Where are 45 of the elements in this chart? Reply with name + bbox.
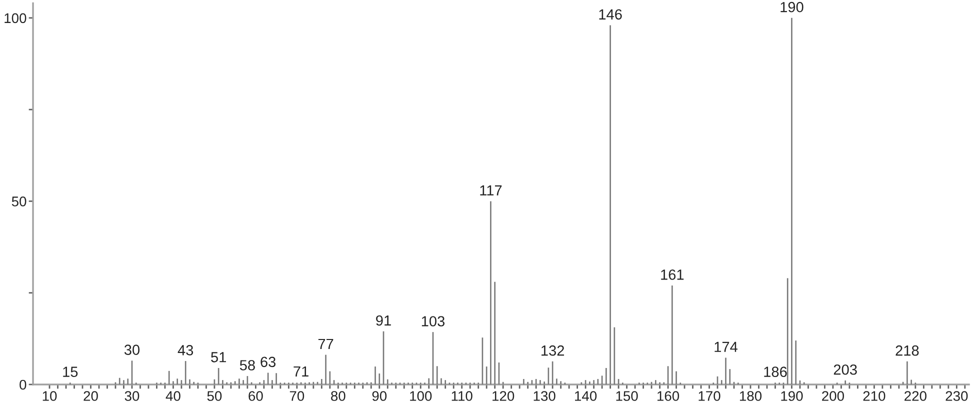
- y-tick-label: 100: [4, 13, 26, 24]
- x-tick-label: 40: [166, 391, 180, 401]
- annotation: 161: [661, 270, 684, 280]
- y-tick-label: 0: [20, 380, 26, 390]
- annotation: 218: [896, 345, 919, 356]
- annotation: 71: [294, 366, 308, 376]
- x-tick-label: 210: [863, 391, 886, 401]
- annotation: 63: [260, 356, 276, 368]
- x-tick-label: 200: [822, 391, 844, 401]
- x-tick-label: 90: [372, 391, 387, 401]
- x-tick-label: 230: [946, 391, 968, 401]
- x-tick-label: 170: [698, 391, 720, 401]
- annotation: 186: [764, 366, 787, 377]
- annotation: 91: [376, 315, 391, 326]
- x-tick-label: 180: [740, 391, 762, 401]
- annotation: 51: [211, 352, 226, 362]
- x-tick-label: 140: [575, 391, 597, 401]
- x-tick-label: 100: [410, 391, 432, 401]
- annotation: 43: [178, 345, 194, 356]
- annotation: 15: [63, 366, 78, 377]
- x-tick-label: 120: [492, 391, 514, 401]
- x-tick-label: 150: [616, 391, 638, 401]
- x-tick-label: 80: [331, 391, 346, 401]
- annotation: 190: [780, 2, 804, 12]
- x-tick-label: 110: [452, 391, 472, 401]
- annotation: 103: [422, 316, 445, 326]
- x-tick-label: 70: [290, 391, 304, 401]
- x-tick-label: 190: [781, 391, 803, 401]
- annotation: 30: [124, 344, 140, 355]
- annotation: 203: [834, 364, 857, 375]
- x-tick-label: 60: [248, 391, 263, 401]
- x-tick-label: 160: [657, 391, 680, 401]
- annotation: 77: [318, 338, 334, 349]
- x-tick-label: 10: [42, 391, 57, 401]
- annotation: 174: [714, 342, 738, 352]
- x-tick-label: 50: [207, 391, 222, 401]
- annotation: 146: [599, 9, 622, 20]
- annotation: 58: [240, 360, 255, 370]
- x-tick-label: 220: [904, 391, 926, 401]
- annotation: 117: [480, 185, 502, 196]
- annotation: 132: [542, 345, 564, 356]
- x-tick-label: 20: [84, 391, 98, 401]
- x-tick-label: 30: [124, 391, 140, 401]
- x-tick-label: 130: [534, 391, 556, 401]
- y-tick-label: 50: [12, 196, 26, 206]
